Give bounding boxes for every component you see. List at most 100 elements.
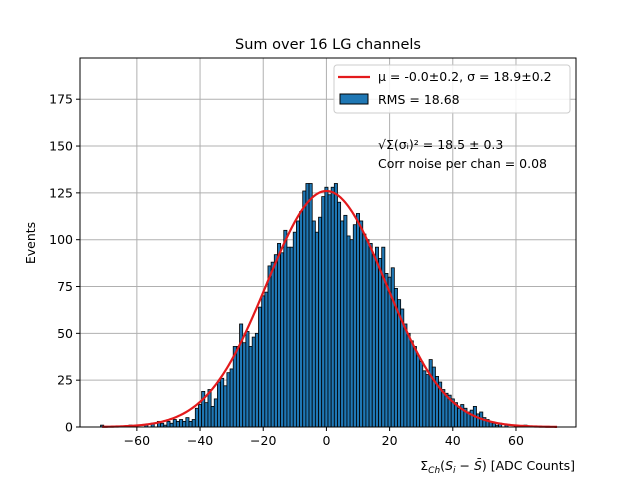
histogram-bar [258,306,263,428]
x-axis-label: ΣCh(Si − S̄) [ADC Counts] [420,458,575,476]
histogram-bar [248,346,253,428]
histogram-bar [425,374,430,428]
histogram-bar [308,183,313,428]
histogram-bar [337,201,342,428]
histogram-bar [416,355,421,428]
histogram-bar [374,246,379,428]
histogram-bar [292,231,297,428]
legend-fit-label: μ = -0.0±0.2, σ = 18.9±0.2 [378,69,552,84]
histogram-bar [318,216,323,428]
y-tick-label: 25 [57,373,73,388]
histogram-bar [371,254,376,428]
plot-frame [79,57,577,428]
histogram-bar [343,214,348,428]
y-tick-label: 150 [49,139,73,154]
x-tick-label: 20 [382,433,398,448]
legend-box [333,64,571,114]
histogram-bar [441,389,446,428]
histogram-bar [261,295,266,428]
histogram-bar [220,377,225,428]
histogram-bar [185,417,190,428]
fit-curve [102,189,558,428]
histogram-bar [166,420,171,428]
histogram-bar [349,239,354,428]
chart-title: Sum over 16 LG channels [235,37,421,53]
histogram-bar [286,246,291,428]
histogram-bar [457,407,462,428]
histogram-bar [172,419,177,428]
histogram-bar [169,422,174,428]
histogram-bar [182,420,187,428]
histogram-bar [296,220,300,428]
y-tick-label: 125 [49,185,73,200]
histogram-bar [229,368,234,428]
histogram-bar [264,291,269,428]
y-axis-label: Events [23,222,38,264]
histogram-bar [198,404,203,428]
x-tick-label: 0 [322,433,330,448]
histogram-bar [245,331,250,428]
legend: μ = -0.0±0.2, σ = 18.9±0.2 RMS = 18.68 [333,64,571,114]
y-tick-label: 0 [65,420,73,435]
histogram-bar [283,229,288,428]
x-axis-ticks: −60 −40 −20 0 20 40 60 [124,427,524,448]
x-tick-label: −20 [250,433,276,448]
histogram-bar [280,252,285,428]
histogram-bar [223,385,228,428]
histogram-bar [188,420,193,428]
histogram-bar [491,422,496,428]
histogram-bar [387,276,392,428]
y-tick-label: 50 [57,326,73,341]
histogram-bar [321,196,326,428]
legend-hist-label: RMS = 18.68 [378,92,460,107]
histogram-bar [314,231,319,428]
histogram-bar [352,224,357,428]
histogram-bar [217,381,221,428]
histogram-bar [406,332,411,428]
histogram-bar [409,340,414,428]
histogram-bar [419,361,424,428]
histogram-bar [324,186,329,428]
histogram-bar [204,402,209,428]
histogram-bar [277,243,282,428]
histogram-bar [362,233,367,428]
histogram-bar [384,273,389,428]
histogram-bar [359,220,364,428]
histogram-bar [390,267,395,428]
histogram-bar [330,186,335,428]
histogram-bar [194,407,199,428]
histogram-bar [251,336,256,428]
histogram-bar [428,359,433,428]
histogram-bar [403,323,408,428]
y-tick-label: 175 [49,92,73,107]
annotation-sum-sigma: √Σ(σᵢ)² = 18.5 ± 0.3 [378,137,503,152]
y-tick-label: 75 [57,279,73,294]
histogram-bar [235,346,240,428]
histogram-bar [476,413,481,428]
histogram-bar [365,239,370,428]
x-tick-label: 40 [445,433,461,448]
histogram-bar [175,420,180,428]
y-axis-ticks: 0 25 50 75 100 125 150 175 [49,92,80,435]
histogram-bar [431,366,436,428]
histogram-bar [333,183,338,428]
histogram-bar [191,419,196,428]
histogram-bar [378,258,383,428]
x-tick-label: −40 [187,433,213,448]
histogram-bar [213,398,218,428]
annotation-corr-noise: Corr noise per chan = 0.08 [378,156,547,171]
histogram-bar [226,372,231,428]
histogram-bar [346,235,351,428]
histogram-bar [267,265,272,428]
histogram-bar [356,213,360,428]
histogram-bar [254,332,259,428]
histogram-bar [207,389,212,428]
x-tick-label: −60 [124,433,150,448]
histogram-bar [210,405,215,428]
y-tick-label: 100 [49,232,73,247]
legend-hist-swatch [339,93,369,105]
histogram-bar [242,342,247,428]
histogram-bar [368,243,373,428]
histogram-bar [299,211,304,428]
histogram-bar [273,254,278,428]
